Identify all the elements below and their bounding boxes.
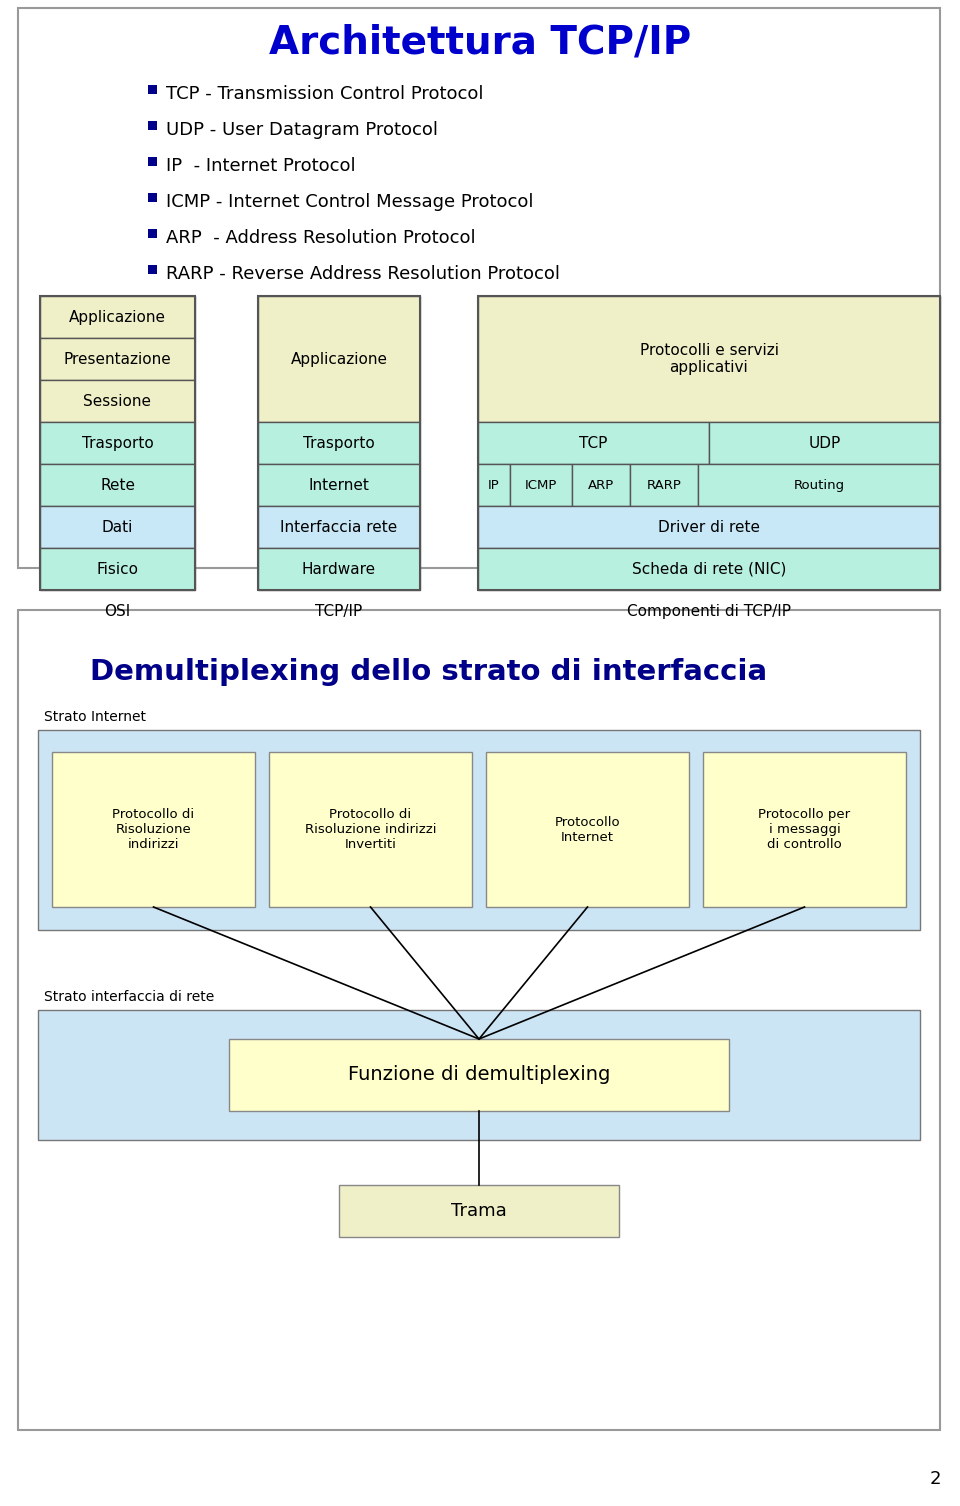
Text: ARP  - Address Resolution Protocol: ARP - Address Resolution Protocol (166, 229, 475, 247)
Text: Componenti di TCP/IP: Componenti di TCP/IP (627, 604, 791, 619)
Text: Fisico: Fisico (97, 562, 138, 577)
Text: Protocollo
Internet: Protocollo Internet (555, 816, 620, 843)
Bar (703, 751, 906, 907)
Bar (40, 464, 195, 506)
Text: Trasporto: Trasporto (82, 435, 154, 450)
Bar (148, 157, 157, 166)
Text: RARP - Reverse Address Resolution Protocol: RARP - Reverse Address Resolution Protoc… (166, 265, 560, 283)
Text: Applicazione: Applicazione (69, 310, 166, 324)
Text: Dati: Dati (102, 520, 133, 535)
Text: Strato Internet: Strato Internet (44, 709, 146, 724)
Text: Trasporto: Trasporto (303, 435, 374, 450)
Bar (258, 297, 420, 590)
Bar (698, 464, 940, 506)
Text: Sessione: Sessione (84, 393, 152, 408)
Bar (18, 610, 940, 1431)
Bar (478, 506, 940, 548)
Bar (40, 548, 195, 590)
Text: Hardware: Hardware (302, 562, 376, 577)
Text: TCP/IP: TCP/IP (316, 604, 363, 619)
Bar (148, 120, 157, 130)
Bar (486, 751, 689, 907)
Bar (269, 751, 472, 907)
Text: UDP: UDP (808, 435, 841, 450)
Bar (258, 506, 420, 548)
Text: Funzione di demultiplexing: Funzione di demultiplexing (348, 1066, 611, 1084)
Bar (40, 297, 195, 590)
Text: Demultiplexing dello strato di interfaccia: Demultiplexing dello strato di interfacc… (90, 658, 767, 687)
Bar (40, 422, 195, 464)
Bar (148, 193, 157, 202)
Text: RARP: RARP (647, 479, 682, 491)
Text: Interfaccia rete: Interfaccia rete (280, 520, 397, 535)
Bar (258, 548, 420, 590)
Text: Trama: Trama (451, 1202, 507, 1220)
Text: Routing: Routing (793, 479, 845, 491)
Bar (148, 265, 157, 274)
Text: TCP - Transmission Control Protocol: TCP - Transmission Control Protocol (166, 84, 484, 102)
Text: Strato interfaccia di rete: Strato interfaccia di rete (44, 989, 214, 1005)
Text: OSI: OSI (105, 604, 131, 619)
Text: ICMP: ICMP (525, 479, 557, 491)
Bar (38, 1011, 920, 1140)
Bar (40, 506, 195, 548)
Bar (148, 229, 157, 238)
Bar (38, 730, 920, 931)
Bar (258, 422, 420, 464)
Text: Rete: Rete (100, 477, 135, 492)
Bar (510, 464, 572, 506)
Text: Internet: Internet (308, 477, 370, 492)
Text: Protocollo di
Risoluzione indirizzi
Invertiti: Protocollo di Risoluzione indirizzi Inve… (304, 809, 436, 851)
Text: Presentazione: Presentazione (63, 351, 172, 366)
Bar (478, 297, 940, 422)
Bar (40, 297, 195, 337)
Bar (52, 751, 255, 907)
Text: Applicazione: Applicazione (291, 351, 388, 366)
Text: ICMP - Internet Control Message Protocol: ICMP - Internet Control Message Protocol (166, 193, 534, 211)
Text: Protocollo per
i messaggi
di controllo: Protocollo per i messaggi di controllo (758, 809, 851, 851)
Bar (630, 464, 698, 506)
Bar (478, 422, 709, 464)
Text: Scheda di rete (NIC): Scheda di rete (NIC) (632, 562, 786, 577)
Bar (40, 337, 195, 380)
Text: IP: IP (488, 479, 500, 491)
Text: Protocolli e servizi
applicativi: Protocolli e servizi applicativi (639, 343, 779, 375)
Text: UDP - User Datagram Protocol: UDP - User Datagram Protocol (166, 120, 438, 139)
Text: Architettura TCP/IP: Architettura TCP/IP (269, 23, 691, 62)
Bar (478, 464, 510, 506)
Bar (258, 297, 420, 422)
Bar (339, 1185, 619, 1236)
Bar (478, 548, 940, 590)
Text: IP  - Internet Protocol: IP - Internet Protocol (166, 157, 355, 175)
Text: 2: 2 (929, 1470, 941, 1488)
Text: Driver di rete: Driver di rete (658, 520, 760, 535)
Bar (148, 84, 157, 93)
Text: TCP: TCP (579, 435, 608, 450)
Bar (709, 422, 940, 464)
Bar (572, 464, 630, 506)
Bar (258, 464, 420, 506)
Bar (229, 1039, 729, 1111)
Bar (18, 8, 940, 568)
Bar (40, 380, 195, 422)
Bar (478, 297, 940, 590)
Text: Protocollo di
Risoluzione
indirizzi: Protocollo di Risoluzione indirizzi (112, 809, 195, 851)
Text: ARP: ARP (588, 479, 614, 491)
